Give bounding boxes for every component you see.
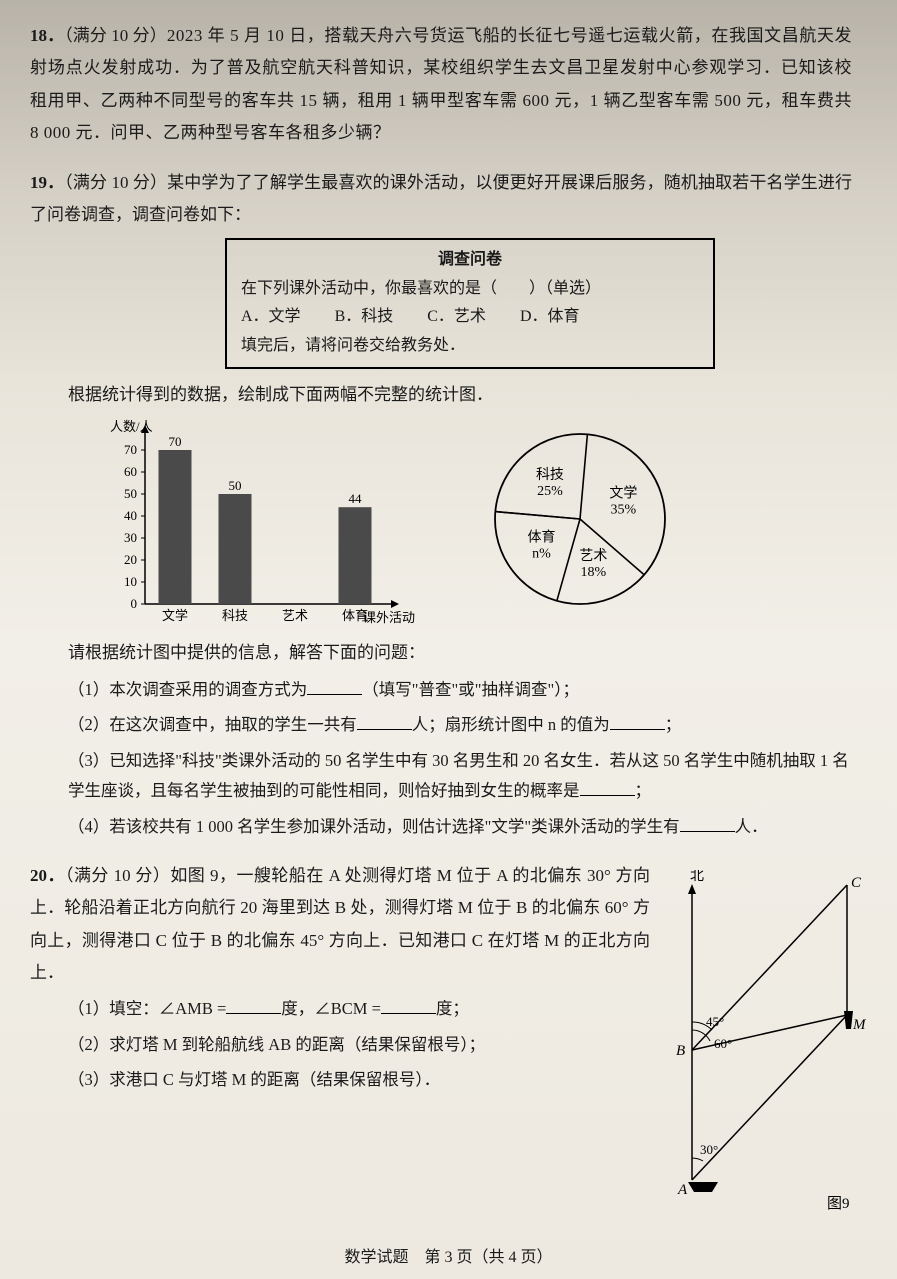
svg-text:体育: 体育 bbox=[342, 608, 368, 623]
opt-b: B．科技 bbox=[335, 303, 394, 332]
q20-sub1: （1）填空：∠AMB = 度，∠BCM = 度； bbox=[68, 994, 650, 1025]
q20-sub1-c: 度； bbox=[436, 999, 469, 1018]
q19-sub1-b: （填写"普查"或"抽样调查"）； bbox=[362, 680, 579, 699]
opt-a: A．文学 bbox=[241, 303, 301, 332]
svg-text:30: 30 bbox=[124, 530, 137, 545]
q20-sub2: （2）求灯塔 M 到轮船航线 AB 的距离（结果保留根号）； bbox=[68, 1030, 650, 1061]
blank bbox=[357, 712, 412, 730]
geometry-figure: 北 A B C M 30° 60° 45° 图9 bbox=[672, 870, 867, 1215]
q19-mid: 根据统计得到的数据，绘制成下面两幅不完整的统计图． bbox=[30, 379, 852, 411]
svg-text:70: 70 bbox=[169, 434, 182, 449]
survey-options: A．文学 B．科技 C．艺术 D．体育 bbox=[241, 303, 699, 332]
svg-text:60°: 60° bbox=[714, 1036, 732, 1051]
svg-text:北: 北 bbox=[690, 870, 704, 884]
survey-box: 调查问卷 在下列课外活动中，你最喜欢的是（ ）（单选） A．文学 B．科技 C．… bbox=[225, 238, 715, 369]
survey-line1: 在下列课外活动中，你最喜欢的是（ ）（单选） bbox=[241, 275, 699, 304]
q19-after: 请根据统计图中提供的信息，解答下面的问题： bbox=[30, 637, 852, 669]
svg-text:30°: 30° bbox=[700, 1142, 718, 1157]
q19-sub2-c: ； bbox=[665, 715, 682, 734]
blank bbox=[226, 996, 281, 1014]
q19-sub2: （2）在这次调查中，抽取的学生一共有 人；扇形统计图中 n 的值为 ； bbox=[68, 710, 852, 741]
svg-text:50: 50 bbox=[124, 486, 137, 501]
q18-text: 18．（满分 10 分）2023 年 5 月 10 日，搭载天舟六号货运飞船的长… bbox=[30, 20, 852, 149]
svg-text:图9: 图9 bbox=[827, 1195, 850, 1212]
svg-text:40: 40 bbox=[124, 508, 137, 523]
svg-text:体育: 体育 bbox=[528, 530, 556, 546]
svg-text:科技: 科技 bbox=[222, 608, 248, 623]
svg-text:70: 70 bbox=[124, 442, 137, 457]
q19-sub1: （1）本次调查采用的调查方式为 （填写"普查"或"抽样调查"）； bbox=[68, 675, 852, 706]
svg-text:0: 0 bbox=[131, 596, 138, 611]
question-18: 18．（满分 10 分）2023 年 5 月 10 日，搭载天舟六号货运飞船的长… bbox=[30, 20, 852, 149]
page-footer: 数学试题 第 3 页（共 4 页） bbox=[0, 1243, 897, 1267]
q19-sub3-end: ； bbox=[635, 781, 652, 800]
svg-text:文学: 文学 bbox=[162, 608, 188, 623]
q20-sub1-a: （1）填空：∠AMB = bbox=[68, 999, 226, 1018]
opt-d: D．体育 bbox=[520, 303, 580, 332]
q19-prefix: （满分 10 分） bbox=[64, 173, 167, 192]
q19-sub4: （4）若该校共有 1 000 名学生参加课外活动，则估计选择"文学"类课外活动的… bbox=[68, 812, 852, 843]
svg-text:科技: 科技 bbox=[536, 467, 564, 483]
svg-text:M: M bbox=[852, 1017, 867, 1033]
question-20: 20．（满分 10 分）如图 9，一艘轮船在 A 处测得灯塔 M 位于 A 的北… bbox=[30, 860, 650, 1096]
q19-intro: 19．（满分 10 分）某中学为了了解学生最喜欢的课外活动，以便更好开展课后服务… bbox=[30, 167, 852, 232]
q18-prefix: （满分 10 分） bbox=[64, 26, 167, 45]
svg-text:课外活动: 课外活动 bbox=[363, 610, 415, 625]
q19-sub3: （3）已知选择"科技"类课外活动的 50 名学生中有 30 名男生和 20 名女… bbox=[68, 746, 852, 807]
q19-number: 19． bbox=[30, 173, 64, 192]
svg-text:44: 44 bbox=[349, 491, 363, 506]
svg-text:艺术: 艺术 bbox=[579, 548, 607, 564]
svg-text:B: B bbox=[676, 1043, 685, 1059]
q19-sub1-a: （1）本次调查采用的调查方式为 bbox=[68, 680, 307, 699]
q20-prefix: （满分 10 分） bbox=[65, 866, 170, 885]
svg-text:25%: 25% bbox=[537, 484, 563, 499]
q19-sub4-b: 人． bbox=[735, 817, 768, 836]
survey-title: 调查问卷 bbox=[241, 246, 699, 275]
q19-sub3-t: （3）已知选择"科技"类课外活动的 50 名学生中有 30 名男生和 20 名女… bbox=[68, 751, 849, 801]
svg-text:人数/人: 人数/人 bbox=[110, 419, 153, 434]
q19-sub2-a: （2）在这次调查中，抽取的学生一共有 bbox=[68, 715, 357, 734]
svg-text:艺术: 艺术 bbox=[282, 608, 308, 623]
svg-text:n%: n% bbox=[532, 547, 551, 562]
question-19: 19．（满分 10 分）某中学为了了解学生最喜欢的课外活动，以便更好开展课后服务… bbox=[30, 167, 852, 842]
q19-sub4-a: （4）若该校共有 1 000 名学生参加课外活动，则估计选择"文学"类课外活动的… bbox=[68, 817, 680, 836]
svg-text:35%: 35% bbox=[611, 503, 637, 518]
blank bbox=[610, 712, 665, 730]
svg-text:C: C bbox=[851, 875, 862, 891]
opt-c: C．艺术 bbox=[427, 303, 486, 332]
svg-text:10: 10 bbox=[124, 574, 137, 589]
svg-text:45°: 45° bbox=[706, 1014, 724, 1029]
charts-row: 010203040506070人数/人课外活动70文学50科技艺术44体育 科技… bbox=[90, 419, 852, 629]
bar-chart: 0 10 20 30 40 50 60 70 人数/人课外活动 70 文学 50 科技 艺术 44 体育 bbox=[90, 419, 420, 629]
svg-text:文学: 文学 bbox=[609, 486, 637, 502]
q20-number: 20． bbox=[30, 866, 65, 885]
q19-sub2-b: 人；扇形统计图中 n 的值为 bbox=[412, 715, 610, 734]
q20-text: 20．（满分 10 分）如图 9，一艘轮船在 A 处测得灯塔 M 位于 A 的北… bbox=[30, 860, 650, 989]
pie-chart: 科技25% 文学35% 艺术18% 体育n% bbox=[470, 419, 690, 629]
blank bbox=[680, 813, 735, 831]
svg-text:A: A bbox=[677, 1182, 688, 1198]
blank bbox=[307, 676, 362, 694]
q18-number: 18． bbox=[30, 26, 64, 45]
blank bbox=[381, 996, 436, 1014]
svg-text:50: 50 bbox=[229, 478, 242, 493]
q20-sub1-b: 度，∠BCM = bbox=[281, 999, 381, 1018]
survey-line3: 填完后，请将问卷交给教务处． bbox=[241, 332, 699, 361]
svg-text:18%: 18% bbox=[581, 565, 607, 580]
q20-sub3: （3）求港口 C 与灯塔 M 的距离（结果保留根号）． bbox=[68, 1065, 650, 1096]
svg-text:20: 20 bbox=[124, 552, 137, 567]
svg-text:60: 60 bbox=[124, 464, 137, 479]
blank bbox=[580, 778, 635, 796]
